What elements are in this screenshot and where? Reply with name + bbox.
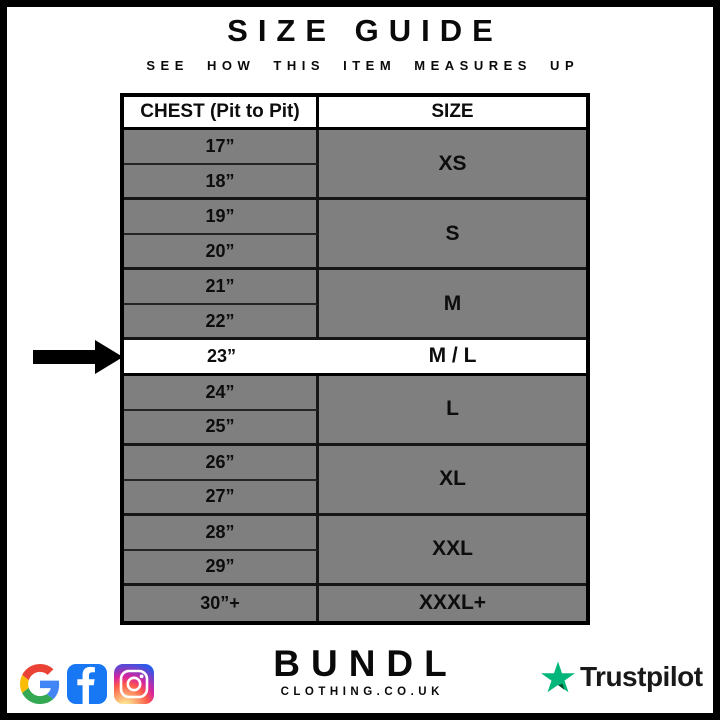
chest-cell-19: 19” xyxy=(124,200,319,236)
chest-cell-25: 25” xyxy=(124,410,319,446)
size-cell-xxl: XXL xyxy=(319,515,586,586)
chest-cell-28: 28” xyxy=(124,515,319,551)
instagram-icon xyxy=(114,664,154,704)
brand-name: BUNDL xyxy=(273,643,458,684)
size-table: CHEST (Pit to Pit) SIZE 17” 18” XS 19” 2… xyxy=(120,93,590,625)
brand-logo: BUNDL CLOTHING.CO.UK xyxy=(0,645,720,698)
chest-cell-24: 24” xyxy=(124,375,319,411)
facebook-icon xyxy=(67,664,107,704)
column-header-size: SIZE xyxy=(319,97,586,130)
trustpilot-wordmark: Trustpilot xyxy=(580,661,703,692)
page-title: SIZE GUIDE xyxy=(227,13,503,48)
chest-cell-21: 21” xyxy=(124,270,319,306)
size-cell-xs: XS xyxy=(319,130,586,201)
column-header-chest: CHEST (Pit to Pit) xyxy=(124,97,319,130)
social-icons xyxy=(20,664,154,704)
trustpilot-logo: Trustpilot xyxy=(541,661,703,693)
size-cell-xl: XL xyxy=(319,445,586,516)
chest-cell-30plus: 30”+ xyxy=(124,585,319,621)
chest-cell-20: 20” xyxy=(124,235,319,271)
size-cell-s: S xyxy=(319,200,586,271)
page-subtitle: SEE HOW THIS ITEM MEASURES UP xyxy=(146,58,580,73)
highlight-arrow-icon xyxy=(33,340,123,374)
size-cell-xxxlplus: XXXL+ xyxy=(319,585,586,621)
chest-cell-17: 17” xyxy=(124,130,319,166)
brand-subtitle: CLOTHING.CO.UK xyxy=(280,686,444,698)
chest-cell-26: 26” xyxy=(124,445,319,481)
chest-cell-18: 18” xyxy=(124,165,319,201)
chest-cell-29: 29” xyxy=(124,550,319,586)
size-cell-l: L xyxy=(319,375,586,446)
chest-cell-23-highlighted: 23” xyxy=(124,340,319,376)
google-icon xyxy=(20,664,60,704)
chest-cell-22: 22” xyxy=(124,305,319,341)
size-cell-m: M xyxy=(319,270,586,341)
chest-cell-27: 27” xyxy=(124,480,319,516)
size-cell-m-l-highlighted: M / L xyxy=(319,340,586,376)
trustpilot-star-icon xyxy=(541,661,575,693)
